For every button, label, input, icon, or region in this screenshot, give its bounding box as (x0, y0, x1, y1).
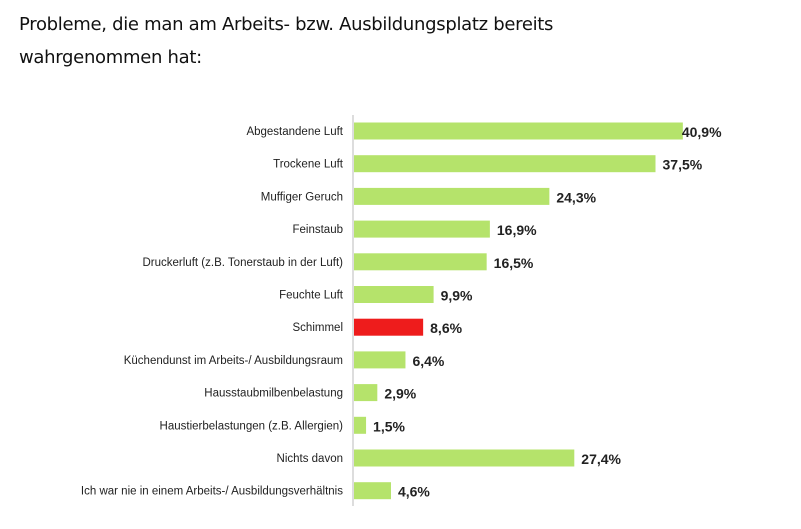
data-label: 1,5% (373, 418, 405, 434)
category-label: Küchendunst im Arbeits-/ Ausbildungsraum (124, 355, 343, 367)
data-label: 40,9% (682, 124, 722, 140)
data-label: 16,5% (494, 255, 534, 271)
category-label: Druckerluft (z.B. Tonerstaub in der Luft… (143, 257, 344, 269)
bar (354, 449, 575, 467)
title-line-2: wahrgenommen hat: (19, 47, 202, 68)
bar (354, 384, 378, 402)
category-label: Hausstaubmilbenbelastung (204, 388, 343, 400)
chart-title: Probleme, die man am Arbeits- bzw. Ausbi… (19, 8, 553, 74)
category-label: Haustierbelastungen (z.B. Allergien) (160, 420, 344, 432)
data-label: 16,9% (497, 222, 537, 238)
category-label: Muffiger Geruch (261, 191, 343, 203)
data-label: 37,5% (663, 157, 703, 173)
data-label: 8,6% (430, 320, 462, 336)
bar (354, 286, 434, 303)
category-label: Nichts davon (277, 453, 343, 465)
bar (354, 482, 391, 500)
title-line-1: Probleme, die man am Arbeits- bzw. Ausbi… (19, 14, 554, 35)
data-label: 2,9% (384, 386, 416, 402)
category-label: Ich war nie in einem Arbeits-/ Ausbildun… (81, 486, 343, 498)
category-label: Feuchte Luft (279, 290, 344, 302)
bar (354, 122, 683, 140)
data-label: 9,9% (441, 288, 473, 304)
bar (354, 187, 550, 205)
bar (354, 351, 406, 369)
bar (354, 318, 424, 336)
bar (354, 155, 656, 173)
category-label: Feinstaub (292, 224, 343, 236)
category-label: Trockene Luft (273, 159, 344, 171)
bar (354, 416, 367, 434)
data-label: 6,4% (412, 353, 444, 369)
bar (354, 253, 487, 271)
data-label: 27,4% (581, 451, 621, 467)
category-label: Schimmel (293, 322, 343, 334)
bar (354, 220, 490, 238)
data-label: 24,3% (556, 189, 596, 205)
category-label: Abgestandene Luft (246, 126, 343, 138)
data-label: 4,6% (398, 484, 430, 500)
